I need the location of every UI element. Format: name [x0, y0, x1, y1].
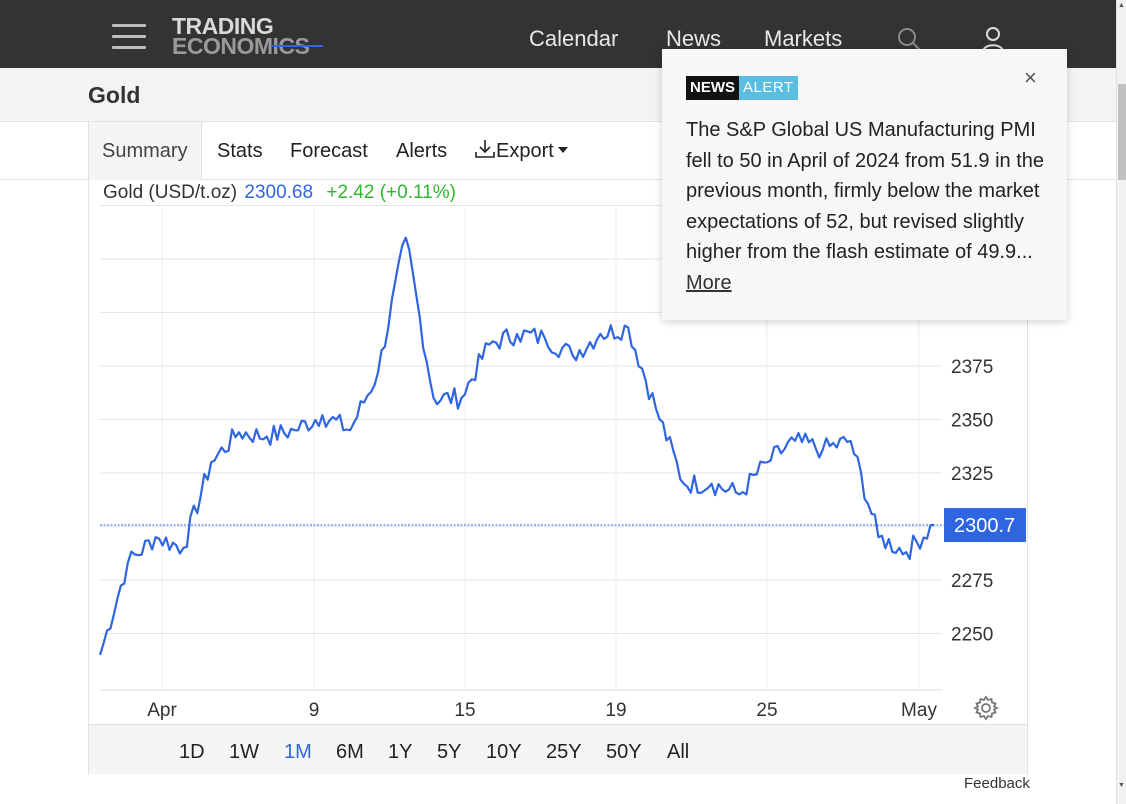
- badge-alert: ALERT: [739, 76, 798, 100]
- logo-line-2: ECONOMICS: [172, 33, 310, 59]
- scroll-down-arrow-icon[interactable]: ▼: [1118, 782, 1125, 789]
- range-25y[interactable]: 25Y: [546, 741, 582, 763]
- quote-change: +2.42 (+0.11%): [326, 182, 456, 203]
- range-10y[interactable]: 10Y: [486, 741, 522, 763]
- page-title: Gold: [88, 82, 141, 108]
- x-tick-label: 9: [309, 700, 320, 721]
- range-1d[interactable]: 1D: [179, 741, 205, 763]
- range-all[interactable]: All: [667, 741, 690, 763]
- time-range-selector: 1D 1W 1M 6M 1Y 5Y 10Y 25Y 50Y All: [89, 724, 1027, 774]
- news-alert-text: The S&P Global US Manufacturing PMI fell…: [686, 115, 1054, 298]
- y-axis-ticks: 2250 2275 2325 2350 2375: [951, 357, 993, 646]
- scrollbar-thumb[interactable]: [1118, 84, 1126, 180]
- tab-forecast[interactable]: Forecast: [290, 140, 368, 162]
- y-tick-label: 2250: [951, 625, 993, 646]
- more-link[interactable]: More: [686, 271, 732, 294]
- range-50y[interactable]: 50Y: [606, 741, 642, 763]
- logo-line-1: TRADING: [172, 13, 274, 39]
- active-range-underline: [271, 45, 323, 47]
- news-alert-badge: NEWS ALERT: [686, 76, 798, 100]
- range-6m[interactable]: 6M: [336, 741, 364, 763]
- x-tick-label: 15: [454, 700, 475, 721]
- chart-settings-gear-icon[interactable]: [973, 695, 999, 721]
- scroll-up-arrow-icon[interactable]: ▲: [1118, 2, 1125, 9]
- nav-link-news[interactable]: News: [666, 26, 722, 51]
- search-icon[interactable]: [896, 26, 922, 52]
- nav-link-markets[interactable]: Markets: [764, 26, 843, 51]
- quote-name: Gold (USD/t.oz): [103, 182, 238, 203]
- y-tick-label: 2375: [951, 357, 993, 378]
- trading-economics-logo[interactable]: TRADING ECONOMICS: [172, 13, 310, 59]
- news-alert-body: The S&P Global US Manufacturing PMI fell…: [686, 119, 1044, 263]
- badge-news: NEWS: [686, 76, 739, 100]
- feedback-link[interactable]: Feedback: [964, 775, 1030, 792]
- tab-summary[interactable]: Summary: [88, 122, 202, 180]
- download-icon: [475, 139, 495, 158]
- tab-export[interactable]: Export: [474, 122, 568, 180]
- last-value-tag: [944, 508, 1026, 543]
- news-alert-popup: NEWS ALERT × The S&P Global US Manufactur…: [662, 49, 1067, 320]
- range-1w[interactable]: 1W: [229, 741, 259, 763]
- range-1m[interactable]: 1M: [284, 741, 312, 763]
- chevron-down-icon: [557, 147, 568, 154]
- range-1y[interactable]: 1Y: [388, 741, 413, 763]
- last-value-label: 2300.7: [954, 515, 1015, 537]
- tab-export-label: Export: [496, 140, 554, 162]
- x-tick-label: 19: [605, 700, 626, 721]
- top-nav-bar: TRADING ECONOMICS Calendar News Markets: [0, 0, 1116, 68]
- close-icon[interactable]: ×: [1024, 65, 1037, 90]
- series-line-gold: [98, 236, 935, 656]
- x-tick-label: 25: [756, 700, 777, 721]
- tab-stats[interactable]: Stats: [217, 140, 263, 162]
- x-tick-label: Apr: [147, 700, 177, 721]
- x-axis-ticks: Apr 9 15 19 25 May: [147, 700, 937, 721]
- y-tick-label: 2350: [951, 411, 993, 432]
- quote-price: 2300.68: [244, 182, 314, 203]
- x-tick-label: May: [901, 700, 937, 721]
- y-tick-label: 2275: [951, 571, 993, 592]
- tab-alerts[interactable]: Alerts: [396, 140, 448, 162]
- tab-bar: Summary Stats Forecast Alerts Export: [0, 122, 1116, 180]
- quote-header: Gold (USD/t.oz) 2300.68 +2.42 (+0.11%): [103, 182, 460, 204]
- page-scrollbar[interactable]: ▲ ▼: [1116, 0, 1126, 804]
- nav-link-calendar[interactable]: Calendar: [529, 26, 619, 51]
- hamburger-menu-icon[interactable]: [112, 24, 146, 50]
- range-5y[interactable]: 5Y: [437, 741, 462, 763]
- y-tick-label: 2325: [951, 464, 993, 485]
